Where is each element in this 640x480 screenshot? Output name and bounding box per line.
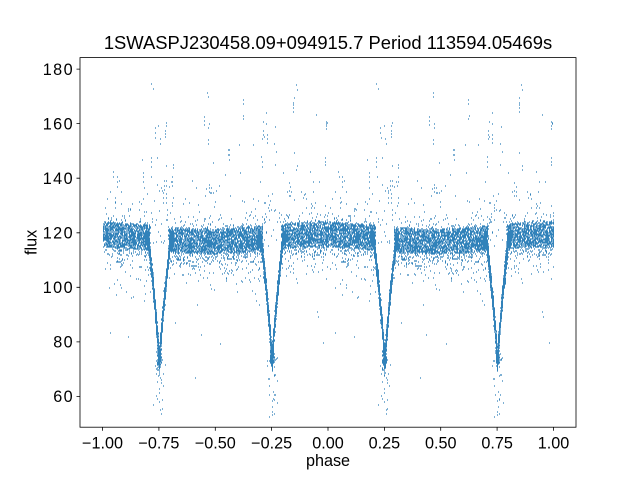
svg-text:−0.50: −0.50 xyxy=(195,435,236,453)
svg-text:0.00: 0.00 xyxy=(312,435,344,453)
svg-text:120: 120 xyxy=(43,225,74,243)
svg-text:0.50: 0.50 xyxy=(425,435,457,453)
svg-text:0.75: 0.75 xyxy=(481,435,513,453)
svg-text:180: 180 xyxy=(43,61,74,79)
svg-text:160: 160 xyxy=(43,115,74,133)
svg-text:0.25: 0.25 xyxy=(369,435,401,453)
svg-text:1SWASPJ230458.09+094915.7 Peri: 1SWASPJ230458.09+094915.7 Period 113594.… xyxy=(104,32,552,53)
svg-text:−0.75: −0.75 xyxy=(138,435,179,453)
svg-text:−0.25: −0.25 xyxy=(251,435,292,453)
svg-text:phase: phase xyxy=(306,452,350,470)
svg-text:140: 140 xyxy=(43,170,74,188)
svg-text:flux: flux xyxy=(23,230,41,255)
svg-text:100: 100 xyxy=(43,279,74,297)
svg-text:60: 60 xyxy=(53,388,74,406)
svg-text:−1.00: −1.00 xyxy=(82,435,123,453)
svg-text:1.00: 1.00 xyxy=(538,435,570,453)
svg-text:80: 80 xyxy=(53,334,74,352)
